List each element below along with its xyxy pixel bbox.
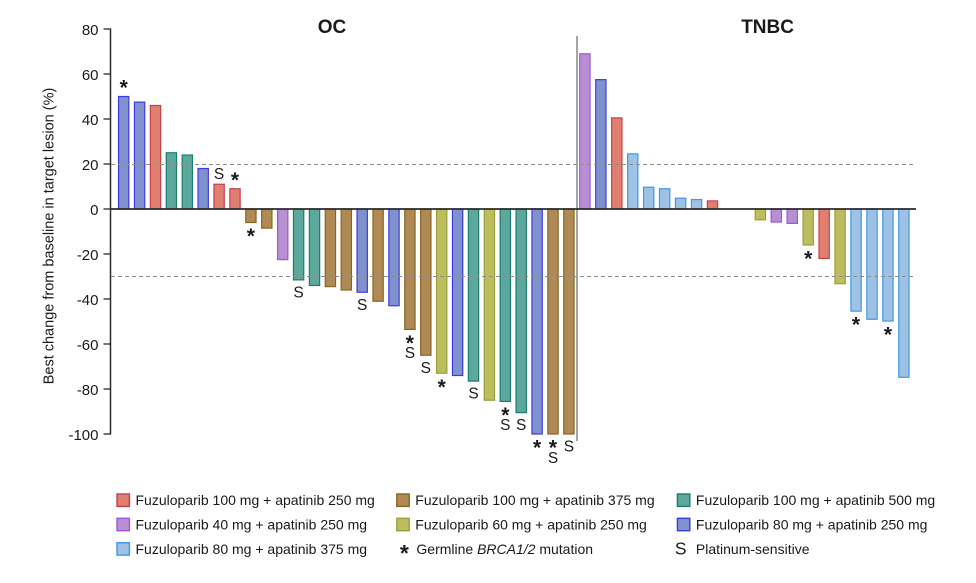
svg-text:*: * — [120, 77, 129, 100]
svg-text:60: 60 — [82, 67, 99, 84]
svg-text:Fuzuloparib 40 mg + apatinib 2: Fuzuloparib 40 mg + apatinib 250 mg — [136, 516, 368, 532]
svg-text:40: 40 — [82, 112, 99, 129]
svg-text:20: 20 — [82, 157, 99, 174]
svg-text:*: * — [247, 225, 256, 248]
svg-text:*: * — [438, 376, 447, 399]
svg-text:S: S — [500, 417, 510, 434]
svg-text:Platinum-sensitive: Platinum-sensitive — [696, 541, 810, 557]
svg-text:S: S — [548, 450, 558, 467]
svg-text:S: S — [564, 439, 574, 456]
svg-text:S: S — [421, 360, 431, 377]
svg-text:-40: -40 — [77, 292, 99, 309]
svg-text:S: S — [675, 539, 687, 559]
svg-text:0: 0 — [90, 202, 98, 219]
svg-text:TNBC: TNBC — [741, 17, 794, 38]
svg-text:S: S — [214, 166, 224, 183]
svg-text:*: * — [406, 332, 415, 355]
svg-text:Best change from baseline in t: Best change from baseline in target lesi… — [42, 88, 58, 385]
svg-text:*: * — [852, 314, 861, 337]
svg-text:S: S — [405, 345, 415, 362]
svg-text:-60: -60 — [77, 337, 99, 354]
svg-text:*: * — [231, 169, 240, 192]
svg-text:*: * — [533, 437, 542, 460]
svg-text:-80: -80 — [77, 382, 99, 399]
svg-text:S: S — [357, 297, 367, 314]
svg-text:Fuzuloparib 60 mg + apatinib 2: Fuzuloparib 60 mg + apatinib 250 mg — [415, 516, 647, 532]
svg-text:S: S — [293, 284, 303, 301]
svg-text:*: * — [804, 248, 813, 271]
svg-text:*: * — [501, 404, 510, 427]
svg-text:Fuzuloparib 100 mg + apatinib: Fuzuloparib 100 mg + apatinib 375 mg — [415, 492, 654, 508]
svg-text:OC: OC — [318, 17, 347, 38]
svg-text:*: * — [884, 324, 893, 347]
svg-text:80: 80 — [82, 22, 99, 39]
svg-text:-20: -20 — [77, 247, 99, 264]
svg-text:Germline BRCA1/2 mutation: Germline BRCA1/2 mutation — [416, 541, 593, 557]
svg-text:*: * — [549, 437, 558, 460]
svg-text:Fuzuloparib 80 mg + apatinib 2: Fuzuloparib 80 mg + apatinib 250 mg — [696, 516, 928, 532]
svg-text:Fuzuloparib 100 mg + apatinib: Fuzuloparib 100 mg + apatinib 250 mg — [136, 492, 375, 508]
svg-text:Fuzuloparib 100 mg + apatinib: Fuzuloparib 100 mg + apatinib 500 mg — [696, 492, 935, 508]
svg-text:-100: -100 — [68, 427, 98, 444]
svg-text:Fuzuloparib 80 mg + apatinib 3: Fuzuloparib 80 mg + apatinib 375 mg — [136, 541, 368, 557]
svg-text:*: * — [400, 540, 409, 566]
svg-text:S: S — [468, 386, 478, 403]
svg-text:S: S — [516, 417, 526, 434]
